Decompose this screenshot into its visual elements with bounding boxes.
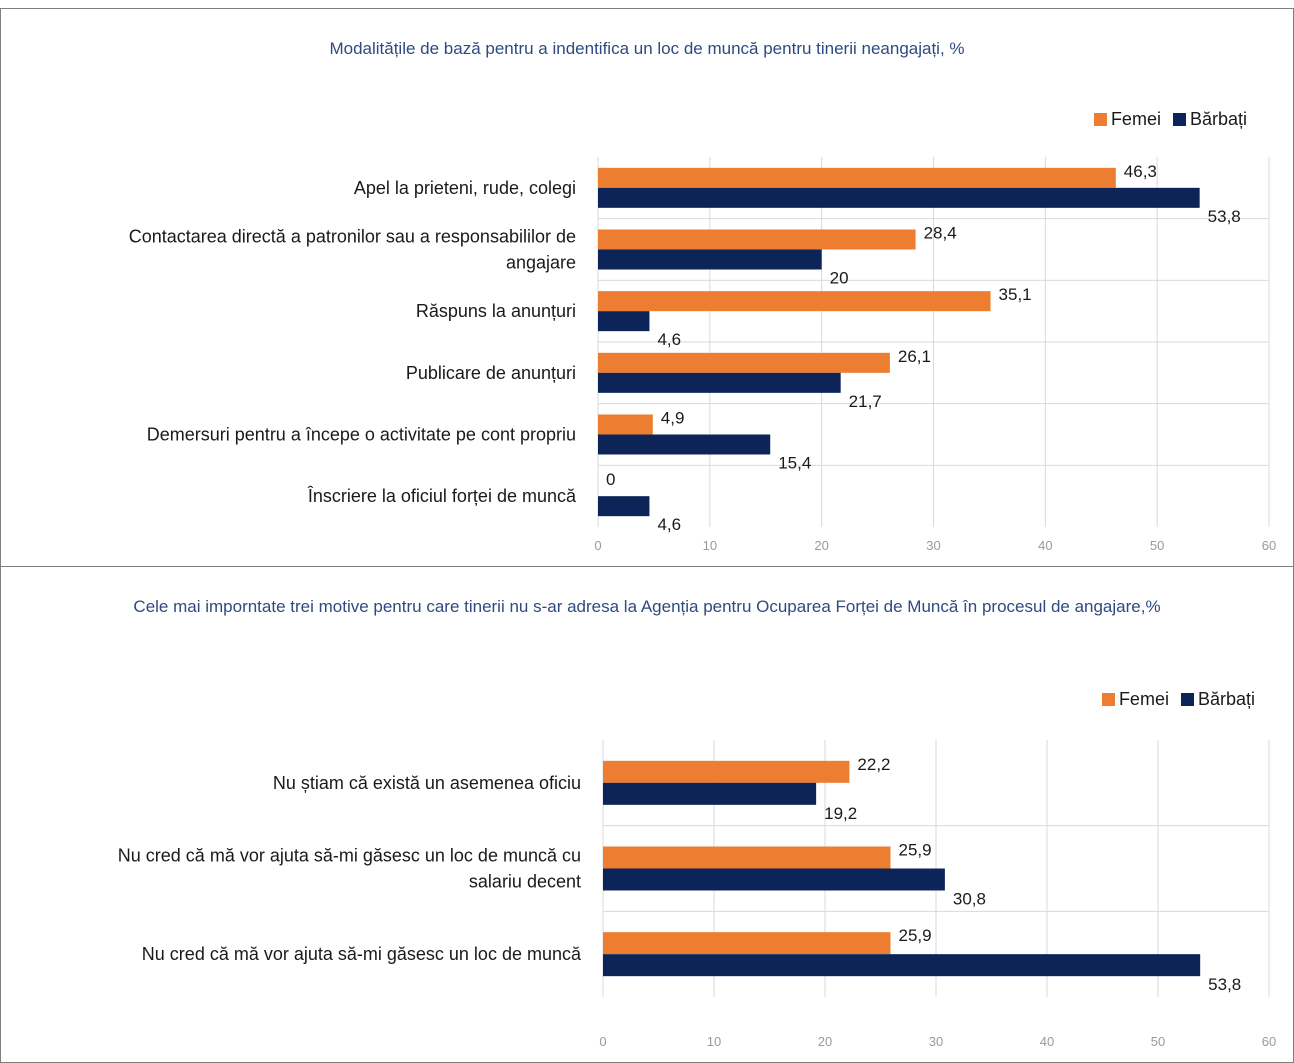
legend-label-barbati: Bărbați [1189, 109, 1247, 129]
category-label-line: Apel la prieteni, rude, colegi [354, 178, 576, 198]
bar-barbati [598, 372, 841, 393]
category-label: Nu cred că mă vor ajuta să-mi găsesc un … [118, 846, 581, 892]
legend-item-barbati: Bărbați [1172, 109, 1247, 130]
category-label-line: Publicare de anunțuri [406, 363, 576, 383]
data-label: 28,4 [924, 224, 957, 243]
chart-legend: Femei Bărbați [1082, 109, 1247, 130]
x-tick-label: 0 [599, 1034, 606, 1049]
x-tick-label: 40 [1040, 1034, 1054, 1049]
data-label: 15,4 [778, 454, 811, 473]
x-tick-label: 20 [814, 538, 828, 553]
bar-femei [603, 932, 891, 955]
data-label: 4,9 [661, 409, 685, 428]
bar-femei [598, 352, 890, 373]
bar-femei [598, 167, 1116, 188]
x-tick-label: 40 [1038, 538, 1052, 553]
data-label: 46,3 [1124, 162, 1157, 181]
category-label: Publicare de anunțuri [406, 363, 576, 383]
bar-barbati [598, 311, 650, 332]
legend-item-barbati: Bărbați [1180, 689, 1255, 710]
category-label: Înscriere la oficiul forței de muncă [307, 486, 577, 506]
legend-swatch-femei [1101, 693, 1115, 706]
x-tick-label: 60 [1262, 1034, 1276, 1049]
category-label: Răspuns la anunțuri [416, 301, 576, 321]
category-label: Nu cred că mă vor ajuta să-mi găsesc un … [142, 944, 582, 964]
legend-swatch-barbati [1180, 693, 1194, 706]
bar-barbati [598, 434, 771, 455]
legend-label-femei: Femei [1110, 109, 1161, 129]
bar-femei [598, 414, 653, 435]
category-label-line: Răspuns la anunțuri [416, 301, 576, 321]
x-tick-label: 30 [926, 538, 940, 553]
category-label-line: angajare [506, 253, 576, 273]
data-label: 21,7 [849, 392, 882, 411]
data-label: 20 [830, 269, 849, 288]
data-label: 19,2 [824, 804, 857, 823]
category-label-line: salariu decent [469, 872, 581, 892]
data-label: 53,8 [1208, 207, 1241, 226]
category-label-line: Contactarea directă a patronilor sau a r… [129, 227, 576, 247]
x-tick-label: 10 [703, 538, 717, 553]
data-label: 25,9 [898, 841, 931, 860]
bar-barbati [603, 782, 817, 805]
data-label: 30,8 [953, 890, 986, 909]
category-label: Apel la prieteni, rude, colegi [354, 178, 576, 198]
bar-femei [603, 760, 850, 783]
legend-item-femei: Femei [1101, 689, 1169, 710]
data-label: 4,6 [657, 515, 681, 534]
x-tick-label: 10 [707, 1034, 721, 1049]
category-label: Nu știam că există un asemenea oficiu [273, 773, 581, 793]
data-label: 53,8 [1208, 975, 1241, 994]
x-tick-label: 50 [1151, 1034, 1165, 1049]
data-label: 22,2 [857, 755, 890, 774]
data-label: 0 [606, 470, 615, 489]
bar-femei [603, 846, 891, 869]
x-tick-label: 0 [594, 538, 601, 553]
data-label: 4,6 [657, 330, 681, 349]
chart-title: Modalitățile de bază pentru a indentific… [329, 39, 965, 58]
legend-label-femei: Femei [1118, 689, 1169, 709]
x-tick-label: 30 [929, 1034, 943, 1049]
bar-chart-svg: 0 10 20 30 40 50 60 Nu știam că există un aseme… [118, 740, 1276, 1049]
bar-chart-svg: 0 10 20 30 40 50 60 Apel la prieteni, rude, col… [129, 157, 1276, 553]
chart-panel-2: Cele mai impornt­ate trei motive pentru … [0, 566, 1294, 1063]
bar-barbati [603, 868, 945, 891]
bar-barbati [598, 187, 1200, 208]
x-tick-label: 60 [1262, 538, 1276, 553]
x-tick-label: 20 [818, 1034, 832, 1049]
bar-barbati [603, 954, 1201, 977]
data-label: 35,1 [999, 285, 1032, 304]
bar-femei [598, 291, 991, 312]
category-label-line: Demersuri pentru a începe o activitate p… [147, 425, 576, 445]
data-label: 26,1 [898, 347, 931, 366]
legend-swatch-femei [1093, 113, 1107, 126]
chart-legend: Femei Bărbați [1090, 689, 1255, 710]
legend-label-barbati: Bărbați [1197, 689, 1255, 709]
bar-barbati [598, 249, 822, 270]
category-label-line: Nu cred că mă vor ajuta să-mi găsesc un … [118, 846, 581, 866]
chart-title: Cele mai impornt­ate trei motive pentru … [133, 597, 1161, 616]
category-label-line: Înscriere la oficiul forței de muncă [307, 486, 577, 506]
chart-panel-1: Modalitățile de bază pentru a indentific… [0, 8, 1294, 567]
category-label-line: Nu știam că există un asemenea oficiu [273, 773, 581, 793]
legend-swatch-barbati [1172, 113, 1186, 126]
category-label-line: Nu cred că mă vor ajuta să-mi găsesc un … [142, 944, 582, 964]
legend-item-femei: Femei [1093, 109, 1161, 130]
data-label: 25,9 [898, 926, 931, 945]
category-label: Demersuri pentru a începe o activitate p… [147, 425, 576, 445]
category-label: Contactarea directă a patronilor sau a r… [129, 227, 576, 273]
x-tick-label: 50 [1150, 538, 1164, 553]
bar-femei [598, 229, 916, 250]
bar-barbati [598, 496, 650, 517]
